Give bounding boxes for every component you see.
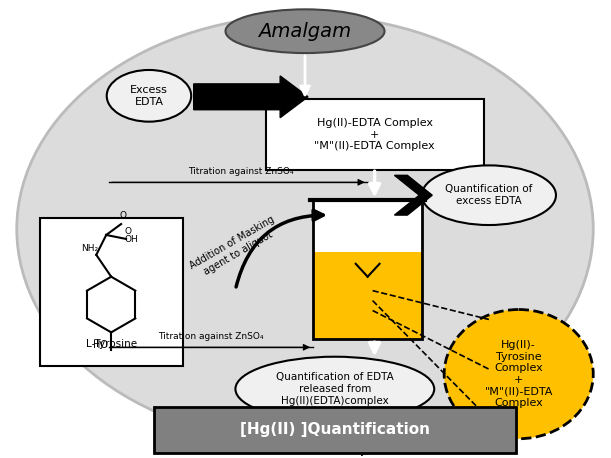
Polygon shape — [194, 76, 308, 118]
Text: Addition of Masking
agent to aliquot: Addition of Masking agent to aliquot — [188, 214, 282, 281]
Text: Quantification of
excess EDTA: Quantification of excess EDTA — [445, 185, 533, 206]
Ellipse shape — [107, 70, 191, 122]
Text: NH₂: NH₂ — [81, 244, 98, 253]
FancyBboxPatch shape — [154, 407, 516, 453]
Text: O: O — [119, 211, 126, 220]
Polygon shape — [310, 412, 384, 456]
Text: Titration against ZnSO₄: Titration against ZnSO₄ — [188, 167, 293, 176]
Text: Titration against ZnSO₄: Titration against ZnSO₄ — [158, 333, 263, 341]
Text: Amalgam: Amalgam — [258, 22, 351, 41]
Ellipse shape — [225, 9, 384, 53]
Text: Hg(II)-EDTA Complex
+
"M"(II)-EDTA Complex: Hg(II)-EDTA Complex + "M"(II)-EDTA Compl… — [314, 118, 435, 151]
FancyBboxPatch shape — [313, 200, 422, 252]
Text: [Hg(II) ]Quantification: [Hg(II) ]Quantification — [240, 422, 430, 437]
Ellipse shape — [16, 15, 593, 443]
Text: OH: OH — [124, 235, 138, 244]
Ellipse shape — [422, 165, 556, 225]
Text: O: O — [124, 227, 131, 236]
Ellipse shape — [235, 357, 434, 421]
Text: L-Tyrosine: L-Tyrosine — [86, 339, 137, 349]
FancyBboxPatch shape — [40, 218, 183, 366]
FancyBboxPatch shape — [266, 99, 484, 170]
Text: HO: HO — [93, 340, 108, 350]
FancyBboxPatch shape — [313, 252, 422, 339]
Text: Hg(II)-
Tyrosine
Complex
+
"M"(II)-EDTA
Complex: Hg(II)- Tyrosine Complex + "M"(II)-EDTA … — [485, 340, 553, 408]
Text: Quantification of EDTA
released from
Hg(II)(EDTA)complex: Quantification of EDTA released from Hg(… — [276, 372, 393, 406]
Text: Excess
EDTA: Excess EDTA — [130, 85, 168, 107]
Polygon shape — [395, 175, 432, 215]
Ellipse shape — [444, 310, 593, 439]
